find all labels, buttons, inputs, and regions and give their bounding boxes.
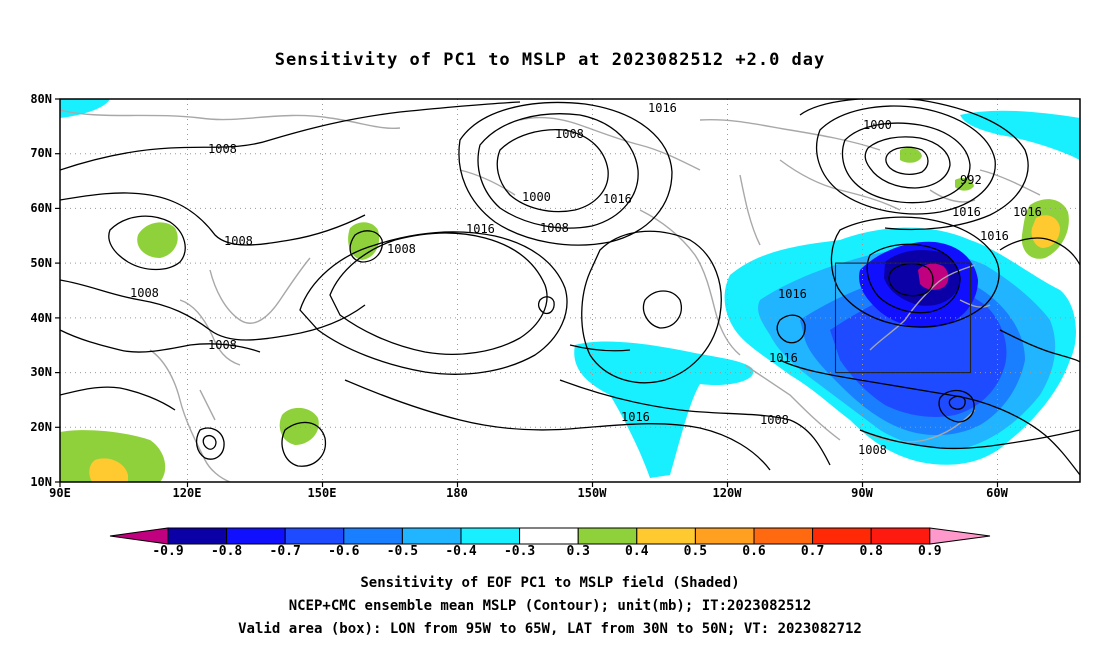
contour-label: 1008 [540, 221, 569, 235]
lat-label: 10N [30, 475, 52, 489]
contour-label: 1016 [952, 205, 981, 219]
contour-label: 1000 [863, 118, 892, 132]
colorbar-label: 0.7 [800, 544, 825, 559]
contour-label: 1016 [778, 287, 807, 301]
contour-label: 1016 [648, 101, 677, 115]
shade-green-3 [279, 407, 319, 445]
contour-label: 1008 [760, 413, 789, 427]
lon-label: 90E [49, 486, 71, 500]
colorbar-label: -0.9 [152, 544, 184, 559]
colorbar-label: 0.3 [566, 544, 590, 559]
contour-label: 1016 [603, 192, 632, 206]
contour-label: 1008 [208, 338, 237, 352]
colorbar-cell [226, 527, 286, 545]
lon-label: 150W [577, 486, 607, 500]
shade-cyan-topleft [60, 99, 110, 118]
colorbar-label: -0.8 [210, 544, 243, 559]
colorbar-cell [167, 527, 228, 545]
shade-green-1 [137, 222, 178, 258]
contour-label: 1000 [522, 190, 551, 204]
contour-label: 1008 [208, 142, 237, 156]
footer-line-1: Sensitivity of EOF PC1 to MSLP field (Sh… [360, 575, 740, 591]
colorbar-cell [460, 527, 521, 545]
shade-green-6 [900, 147, 922, 163]
valid-area-box [834, 262, 972, 374]
colorbar-cell [870, 527, 931, 545]
lat-label: 30N [30, 365, 52, 379]
contour-label: 1016 [980, 229, 1009, 243]
colorbar-label: 0.4 [625, 544, 649, 559]
shade-cyan-north [960, 110, 1080, 160]
contour-label: 1008 [387, 242, 416, 256]
lat-label: 50N [30, 256, 52, 270]
colorbar-cell [753, 527, 814, 545]
contour-label: 1008 [858, 443, 887, 457]
lon-label: 60W [986, 486, 1008, 500]
colorbar-label: -0.5 [386, 544, 419, 559]
lon-label: 90W [851, 486, 873, 500]
colorbar-label: -0.3 [503, 544, 536, 559]
contour-label: 992 [960, 173, 982, 187]
colorbar-label: -0.4 [445, 544, 477, 559]
lat-label: 80N [30, 92, 52, 106]
lat-label: 70N [30, 146, 52, 160]
contour-label: 1016 [769, 351, 798, 365]
shade-yellow-1 [89, 458, 128, 482]
lon-label: 150E [307, 486, 337, 500]
colorbar-label: 0.9 [918, 544, 942, 559]
contour-label: 1008 [130, 286, 159, 300]
colorbar-cell [109, 527, 169, 545]
colorbar-cell [577, 527, 638, 545]
colorbar-label: 0.8 [859, 544, 883, 559]
contour-label: 1008 [224, 234, 253, 248]
tick-marks [55, 98, 999, 487]
map-border [59, 98, 1081, 483]
contour-label: 1016 [621, 410, 650, 424]
colorbar-label: 0.5 [683, 544, 708, 559]
colorbar-cell [284, 527, 345, 545]
colorbar-cell [636, 527, 696, 545]
contour-labels: 1016 1008 1000 992 1008 1016 1016 1008 1… [130, 101, 1042, 457]
contour-label: 1016 [1013, 205, 1042, 219]
lon-label: 180 [446, 486, 468, 500]
mslp-contours [60, 99, 1080, 476]
colorbar-cell [694, 527, 755, 545]
lat-label: 40N [30, 311, 52, 325]
colorbar-cell [519, 527, 579, 545]
coastlines [60, 109, 1041, 482]
lon-label: 120W [712, 486, 742, 500]
lat-label: 20N [30, 420, 52, 434]
contour-label: 1008 [555, 127, 584, 141]
shade-yellow-2 [1031, 215, 1060, 248]
colorbar-cell [343, 527, 403, 545]
footer-line-3: Valid area (box): LON from 95W to 65W, L… [238, 621, 862, 637]
colorbar-cell [401, 527, 462, 545]
lat-label: 60N [30, 201, 52, 215]
lon-label: 120E [172, 486, 202, 500]
page-title: Sensitivity of PC1 to MSLP at 2023082512… [274, 50, 826, 70]
colorbar-label: 0.6 [742, 544, 766, 559]
colorbar [109, 527, 991, 545]
colorbar-label: -0.7 [269, 544, 301, 559]
colorbar-label: -0.6 [328, 544, 360, 559]
colorbar-cell [929, 527, 991, 545]
colorbar-cell [812, 527, 872, 545]
shade-cyan-pacific [574, 341, 754, 478]
shade-green-4 [60, 430, 166, 482]
contour-label: 1016 [466, 222, 495, 236]
footer-line-2: NCEP+CMC ensemble mean MSLP (Contour); u… [288, 598, 812, 614]
